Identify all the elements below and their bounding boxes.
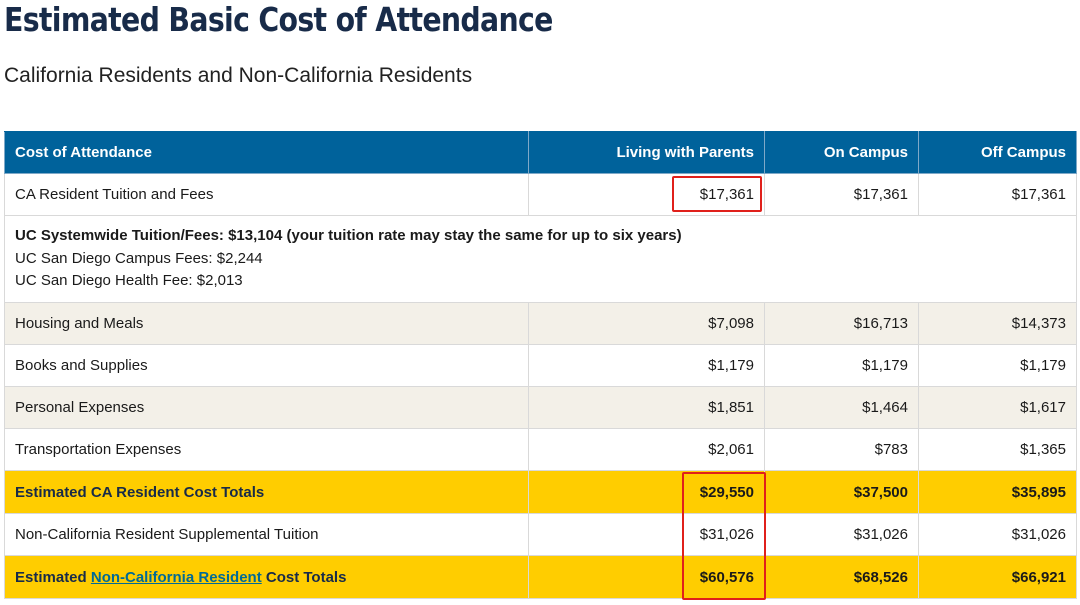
cell-on-campus: $31,026 [764,513,919,556]
table-row: Books and Supplies $1,179 $1,179 $1,179 [4,344,1077,387]
cell-living-with-parents: $29,550 [528,470,765,514]
header-living-with-parents: Living with Parents [528,131,765,174]
cell-on-campus: $37,500 [764,470,919,514]
table-row: Non-California Resident Supplemental Tui… [4,513,1077,556]
table-header-row: Cost of Attendance Living with Parents O… [4,131,1077,174]
cell-on-campus: $783 [764,428,919,471]
header-off-campus: Off Campus [918,131,1077,174]
cell-living-with-parents: $60,576 [528,555,765,599]
row-label: Books and Supplies [4,344,529,387]
systemwide-tuition-note: UC Systemwide Tuition/Fees: $13,104 (you… [15,227,682,245]
table-row: CA Resident Tuition and Fees $17,361 $17… [4,173,1077,216]
row-label: Non-California Resident Supplemental Tui… [4,513,529,556]
cell-off-campus: $35,895 [918,470,1077,514]
cell-on-campus: $1,464 [764,386,919,429]
header-cost-of-attendance: Cost of Attendance [4,131,529,174]
campus-fees-note: UC San Diego Campus Fees: $2,244 [15,249,263,267]
tuition-detail-cell: UC Systemwide Tuition/Fees: $13,104 (you… [4,215,1077,303]
table-row: Transportation Expenses $2,061 $783 $1,3… [4,428,1077,471]
cell-off-campus: $31,026 [918,513,1077,556]
page-title: Estimated Basic Cost of Attendance [4,0,553,39]
table-row: Housing and Meals $7,098 $16,713 $14,373 [4,302,1077,345]
cost-of-attendance-table: Cost of Attendance Living with Parents O… [4,131,1077,599]
health-fee-note: UC San Diego Health Fee: $2,013 [15,272,243,290]
cell-on-campus: $17,361 [764,173,919,216]
cell-off-campus: $1,365 [918,428,1077,471]
cell-living-with-parents: $2,061 [528,428,765,471]
non-california-resident-link[interactable]: Non-California Resident [90,568,262,586]
tuition-detail-row: UC Systemwide Tuition/Fees: $13,104 (you… [4,215,1077,303]
page-subtitle: California Residents and Non-California … [4,64,473,87]
cell-off-campus: $1,617 [918,386,1077,429]
row-label: Personal Expenses [4,386,529,429]
table-row: Personal Expenses $1,851 $1,464 $1,617 [4,386,1077,429]
row-label: CA Resident Tuition and Fees [4,173,529,216]
cell-living-with-parents: $1,851 [528,386,765,429]
cell-living-with-parents: $7,098 [528,302,765,345]
cell-living-with-parents: $1,179 [528,344,765,387]
cell-living-with-parents: $31,026 [528,513,765,556]
cell-living-with-parents: $17,361 [528,173,765,216]
row-label: Estimated CA Resident Cost Totals [4,470,529,514]
cell-on-campus: $16,713 [764,302,919,345]
cell-off-campus: $14,373 [918,302,1077,345]
cell-off-campus: $17,361 [918,173,1077,216]
row-label: Transportation Expenses [4,428,529,471]
non-ca-resident-total-row: Estimated Non-California Resident Cost T… [4,555,1077,599]
header-on-campus: On Campus [764,131,919,174]
cell-on-campus: $68,526 [764,555,919,599]
ca-resident-total-row: Estimated CA Resident Cost Totals $29,55… [4,470,1077,514]
row-label: Housing and Meals [4,302,529,345]
row-label: Estimated Non-California Resident Cost T… [4,555,529,599]
cell-off-campus: $1,179 [918,344,1077,387]
cell-off-campus: $66,921 [918,555,1077,599]
label-prefix: Estimated [15,568,91,586]
label-suffix: Cost Totals [261,568,347,586]
cell-on-campus: $1,179 [764,344,919,387]
